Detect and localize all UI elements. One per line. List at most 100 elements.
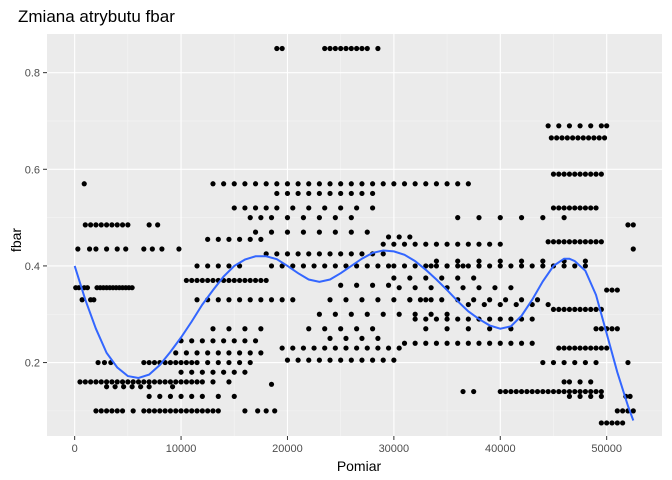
data-point bbox=[263, 408, 269, 414]
data-point bbox=[465, 326, 471, 332]
data-point bbox=[199, 369, 205, 375]
data-point bbox=[354, 345, 360, 351]
data-point bbox=[487, 241, 493, 247]
data-point bbox=[354, 45, 360, 52]
data-point bbox=[109, 379, 115, 385]
data-point bbox=[582, 345, 588, 351]
data-point bbox=[391, 357, 397, 363]
data-point bbox=[242, 205, 248, 211]
data-point bbox=[423, 263, 429, 269]
data-point bbox=[348, 357, 354, 363]
data-point bbox=[540, 359, 546, 366]
data-point bbox=[338, 326, 344, 332]
data-point bbox=[129, 285, 135, 291]
data-point bbox=[433, 241, 440, 247]
data-point bbox=[93, 408, 99, 414]
data-point bbox=[130, 379, 136, 385]
data-point bbox=[194, 263, 200, 269]
data-point bbox=[582, 171, 588, 177]
data-point bbox=[215, 236, 221, 242]
data-point bbox=[556, 171, 562, 177]
data-point bbox=[566, 306, 573, 313]
data-point bbox=[593, 345, 599, 351]
data-point bbox=[582, 205, 588, 211]
data-point bbox=[588, 239, 594, 245]
data-point bbox=[540, 263, 546, 269]
data-point bbox=[412, 340, 418, 346]
data-point bbox=[141, 359, 147, 366]
data-point bbox=[423, 297, 429, 303]
data-point bbox=[487, 326, 493, 332]
data-point bbox=[268, 263, 275, 269]
data-point bbox=[88, 379, 94, 385]
data-point bbox=[119, 222, 126, 228]
data-point bbox=[588, 171, 594, 177]
smooth-trend-line bbox=[73, 249, 635, 421]
data-point bbox=[412, 241, 418, 247]
data-points bbox=[73, 45, 636, 426]
data-point bbox=[268, 215, 275, 221]
data-point bbox=[550, 306, 557, 313]
data-point bbox=[550, 205, 557, 211]
data-point bbox=[369, 190, 376, 197]
data-point bbox=[316, 251, 322, 257]
data-point bbox=[577, 306, 583, 313]
data-point bbox=[588, 306, 594, 313]
data-point bbox=[620, 420, 626, 426]
data-point bbox=[199, 338, 205, 344]
data-point bbox=[465, 181, 471, 187]
data-point bbox=[540, 388, 546, 395]
data-point bbox=[194, 350, 200, 356]
data-point bbox=[481, 301, 487, 308]
data-point bbox=[614, 420, 620, 426]
data-point bbox=[497, 241, 503, 247]
data-point bbox=[423, 181, 429, 187]
data-point bbox=[279, 45, 285, 52]
data-point bbox=[84, 285, 91, 291]
data-point bbox=[226, 379, 232, 385]
data-point bbox=[534, 297, 541, 303]
data-point bbox=[348, 45, 354, 52]
data-point bbox=[444, 263, 450, 269]
data-point bbox=[598, 420, 604, 426]
data-point bbox=[359, 181, 365, 187]
data-point bbox=[598, 239, 604, 245]
data-point bbox=[518, 340, 525, 346]
data-point bbox=[231, 181, 237, 187]
data-point bbox=[561, 359, 567, 366]
data-point bbox=[566, 239, 573, 245]
data-point bbox=[247, 297, 253, 303]
data-point bbox=[588, 388, 594, 395]
data-point bbox=[284, 357, 291, 363]
data-point bbox=[412, 285, 418, 291]
data-point bbox=[338, 190, 344, 197]
data-point bbox=[146, 384, 152, 390]
data-point bbox=[295, 357, 301, 363]
data-point bbox=[455, 215, 461, 221]
data-point bbox=[189, 369, 195, 375]
data-point bbox=[300, 345, 307, 351]
data-point bbox=[380, 181, 386, 187]
data-point bbox=[322, 345, 328, 351]
data-point bbox=[215, 408, 221, 414]
data-point bbox=[380, 311, 386, 317]
data-point bbox=[146, 359, 152, 366]
data-point bbox=[487, 297, 493, 303]
data-point bbox=[428, 285, 434, 291]
data-point bbox=[455, 316, 461, 322]
data-point bbox=[295, 251, 301, 257]
data-point bbox=[375, 263, 381, 269]
data-point bbox=[114, 222, 120, 228]
data-point bbox=[354, 205, 360, 211]
data-point bbox=[444, 311, 450, 317]
data-point bbox=[369, 326, 376, 332]
data-point bbox=[247, 350, 253, 356]
data-point bbox=[199, 408, 205, 414]
data-point bbox=[487, 316, 493, 322]
data-point bbox=[91, 297, 97, 303]
data-point bbox=[242, 277, 248, 284]
data-point bbox=[564, 135, 570, 141]
data-point bbox=[423, 241, 429, 247]
data-point bbox=[343, 297, 349, 303]
data-point bbox=[226, 297, 232, 303]
